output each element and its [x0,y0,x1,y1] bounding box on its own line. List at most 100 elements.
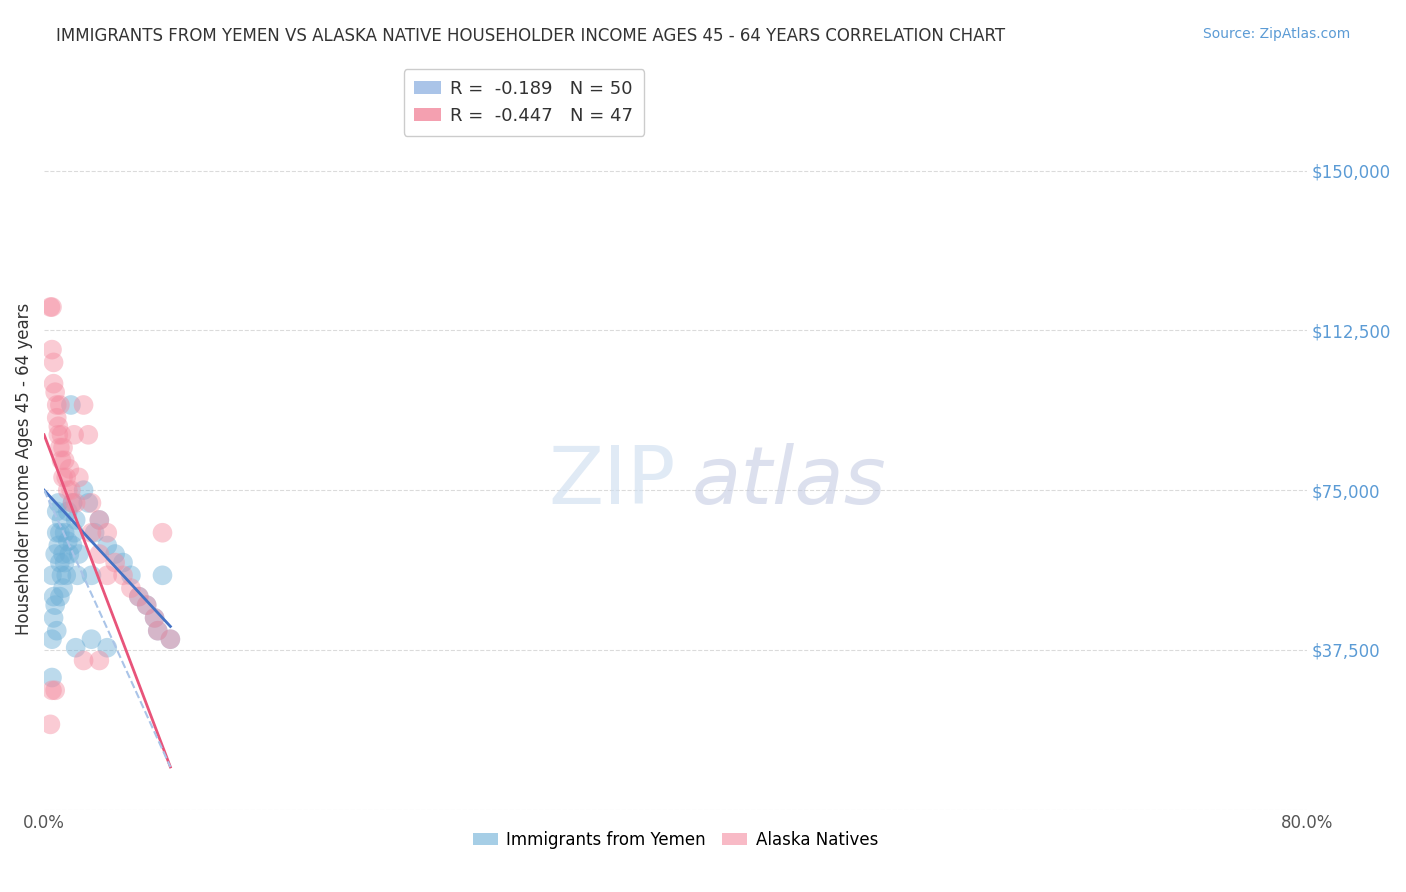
Point [72,653,94,667]
Point [51,513,73,527]
Point [89,547,111,561]
Point [80,632,103,647]
Point [45,398,67,412]
Point [80,568,103,582]
Point [128,590,150,604]
Text: ZIP: ZIP [548,443,676,522]
Point [104,556,127,570]
Point [135,598,157,612]
Point [41,632,63,647]
Point [143,611,166,625]
Point [44,547,66,561]
Point [80,525,103,540]
Point [56,534,79,549]
Point [72,398,94,412]
Point [55,568,77,582]
Point [59,398,82,412]
Point [80,496,103,510]
Point [146,624,169,638]
Point [58,547,80,561]
Point [135,598,157,612]
Point [52,470,75,484]
Point [51,568,73,582]
Point [39,300,62,314]
Text: IMMIGRANTS FROM YEMEN VS ALASKA NATIVE HOUSEHOLDER INCOME AGES 45 - 64 YEARS COR: IMMIGRANTS FROM YEMEN VS ALASKA NATIVE H… [56,27,1005,45]
Point [42,611,65,625]
Point [63,525,86,540]
Text: Source: ZipAtlas.com: Source: ZipAtlas.com [1202,27,1350,41]
Point [45,504,67,518]
Point [41,671,63,685]
Point [41,300,63,314]
Point [146,624,169,638]
Point [52,581,75,595]
Point [42,590,65,604]
Point [49,441,72,455]
Point [65,640,87,655]
Point [143,611,166,625]
Point [41,568,63,582]
Point [49,590,72,604]
Point [49,398,72,412]
Point [96,525,118,540]
Point [62,496,84,510]
Point [56,504,79,518]
Point [89,513,111,527]
Point [112,556,135,570]
Point [62,539,84,553]
Point [46,539,69,553]
Point [52,441,75,455]
Point [46,427,69,442]
Point [89,513,111,527]
Point [65,496,87,510]
Text: atlas: atlas [692,443,886,522]
Point [128,590,150,604]
Point [55,470,77,484]
Point [51,453,73,467]
Point [120,568,142,582]
Point [41,343,63,357]
Point [72,483,94,497]
Point [63,427,86,442]
Point [53,556,76,570]
Point [89,653,111,667]
Point [42,355,65,369]
Point [49,556,72,570]
Point [159,632,181,647]
Point [67,547,90,561]
Point [53,453,76,467]
Point [39,717,62,731]
Point [83,525,105,540]
Point [65,513,87,527]
Point [53,525,76,540]
Point [96,640,118,655]
Point [58,462,80,476]
Point [45,525,67,540]
Point [44,385,66,400]
Point [56,483,79,497]
Point [41,683,63,698]
Point [77,496,100,510]
Point [45,410,67,425]
Point [44,683,66,698]
Point [42,376,65,391]
Point [52,547,75,561]
Point [112,568,135,582]
Point [45,624,67,638]
Point [120,581,142,595]
Point [104,547,127,561]
Point [51,427,73,442]
Point [46,419,69,434]
Point [152,568,174,582]
Point [59,483,82,497]
Point [46,496,69,510]
Point [67,470,90,484]
Point [66,568,89,582]
Point [159,632,181,647]
Point [77,427,100,442]
Point [96,539,118,553]
Point [49,525,72,540]
Point [152,525,174,540]
Point [62,496,84,510]
Point [44,598,66,612]
